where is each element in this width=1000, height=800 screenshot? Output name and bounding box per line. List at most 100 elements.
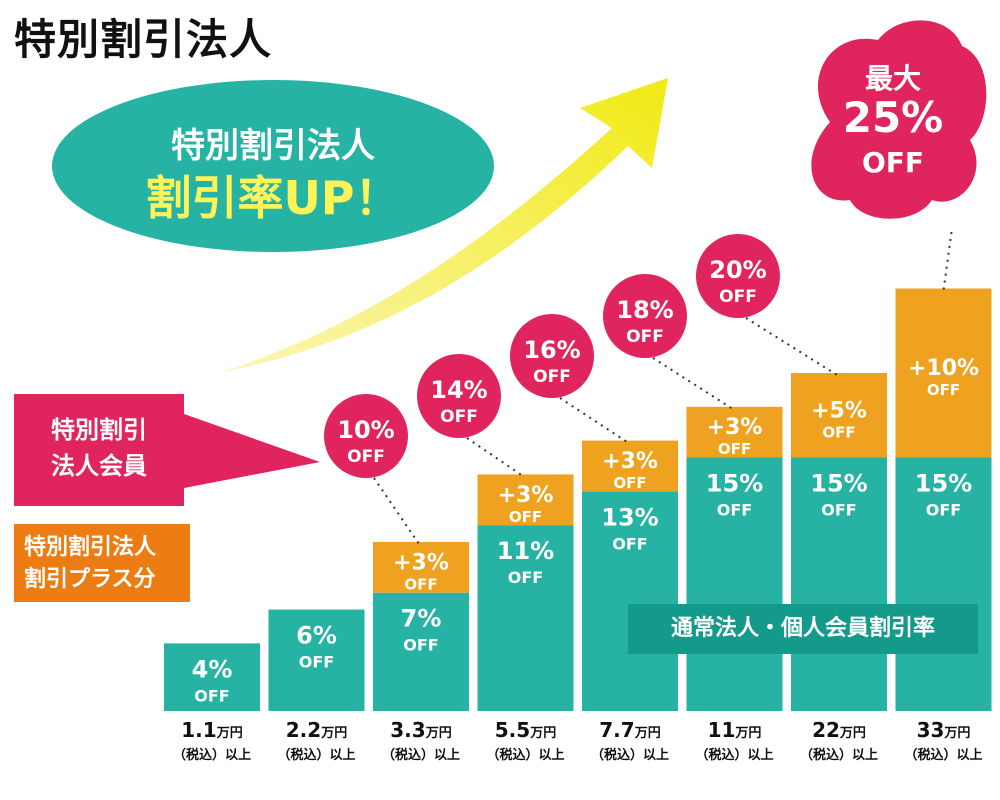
bar-base-5 (686, 457, 783, 711)
price-label-5: 11万円 （税込）以上 (687, 718, 783, 763)
legend-member-line1: 特別割引 (51, 416, 147, 444)
legend-member: 特別割引 法人会員 (14, 394, 184, 506)
bar-plus-off-2: OFF (404, 575, 437, 593)
bar-base-4 (582, 491, 678, 711)
price-unit-6: 万円 (839, 726, 866, 741)
bar-plus-7 (895, 288, 992, 458)
member-total-label-6: 20% (709, 256, 766, 284)
connector-4 (559, 397, 629, 444)
bar-base-6 (791, 457, 887, 711)
price-main-0: 1.1万円 (164, 718, 260, 742)
price-label-4: 7.7万円 （税込）以上 (582, 718, 678, 763)
bar-plus-label-7: +10% (908, 356, 979, 381)
legend-member-line2: 法人会員 (51, 452, 147, 480)
max-discount-cloud (811, 20, 987, 219)
member-total-off-3: OFF (440, 407, 478, 427)
connector-6 (745, 317, 838, 376)
bar-base-label-6: 15% (810, 470, 867, 498)
bar-plus-off-3: OFF (509, 508, 542, 526)
legend-pointer (184, 414, 320, 488)
bar-plus-5 (686, 406, 783, 458)
price-unit-1: 万円 (321, 726, 348, 741)
connector-7 (942, 231, 953, 291)
max-badge-off: OFF (862, 146, 924, 179)
price-main-4: 7.7万円 (582, 718, 678, 742)
bar-base-2 (373, 592, 469, 711)
bar-plus-off-4: OFF (613, 474, 646, 492)
price-label-0: 1.1万円 （税込）以上 (164, 718, 260, 763)
price-main-5: 11万円 (687, 718, 783, 742)
price-value-6: 22 (812, 718, 840, 742)
price-label-1: 2.2万円 （税込）以上 (269, 718, 365, 763)
price-unit-0: 万円 (216, 726, 243, 741)
price-sub-7: （税込）以上 (904, 748, 983, 763)
price-unit-2: 万円 (425, 726, 452, 741)
bar-base-off-6: OFF (821, 501, 856, 520)
bar-plus-6 (791, 373, 887, 458)
bar-base-3 (477, 525, 574, 711)
price-label-3: 5.5万円 （税込）以上 (478, 718, 574, 763)
price-sub-1: （税込）以上 (277, 748, 356, 763)
bar-base-label-1: 6% (296, 622, 337, 650)
member-total-off-5: OFF (626, 327, 664, 347)
member-total-circle-6 (696, 234, 780, 318)
price-value-3: 5.5 (494, 718, 531, 742)
price-value-1: 2.2 (285, 718, 322, 742)
price-sub-2: （税込）以上 (381, 748, 460, 763)
growth-arrow (222, 78, 668, 372)
bar-plus-label-5: +3% (707, 415, 763, 440)
price-label-6: 22万円 （税込）以上 (791, 718, 887, 763)
bar-base-label-0: 4% (192, 655, 233, 683)
max-badge-value: 25% (843, 93, 944, 142)
legend-plus-line1: 特別割引法人 (24, 535, 157, 560)
price-unit-4: 万円 (634, 726, 661, 741)
member-total-circle-2 (324, 394, 408, 478)
bar-base-label-2: 7% (401, 605, 442, 633)
member-total-circle-4 (510, 314, 594, 398)
bar-base-off-0: OFF (194, 686, 229, 705)
price-label-2: 3.3万円 （税込）以上 (373, 718, 469, 763)
bar-plus-label-3: +3% (498, 483, 554, 508)
legend-plus: 特別割引法人 割引プラス分 (14, 524, 190, 602)
max-badge-top: 最大 (865, 62, 921, 95)
member-total-circle-5 (603, 274, 687, 358)
connector-2 (373, 477, 420, 545)
bar-plus-off-5: OFF (718, 440, 751, 458)
member-total-label-3: 14% (430, 376, 487, 404)
bar-base-label-5: 15% (706, 470, 763, 498)
bar-plus-label-4: +3% (602, 449, 658, 474)
bar-base-label-7: 15% (915, 470, 972, 498)
member-total-label-2: 10% (337, 416, 394, 444)
bar-base-0 (164, 643, 260, 711)
bar-plus-off-7: OFF (927, 381, 960, 399)
member-total-off-6: OFF (719, 287, 757, 307)
bar-base-off-2: OFF (403, 636, 438, 655)
price-sub-6: （税込）以上 (799, 748, 878, 763)
price-sub-5: （税込）以上 (695, 748, 774, 763)
page-title: 特別割引法人 (14, 15, 273, 64)
price-unit-7: 万円 (944, 726, 971, 741)
bar-base-off-1: OFF (299, 653, 334, 672)
bar-base-off-4: OFF (612, 534, 647, 553)
price-main-1: 2.2万円 (269, 718, 365, 742)
bar-base-1 (268, 609, 365, 711)
connector-3 (466, 437, 525, 478)
bar-plus-2 (373, 542, 469, 593)
member-total-off-4: OFF (533, 367, 571, 387)
bar-base-off-7: OFF (926, 501, 961, 520)
price-main-7: 33万円 (896, 718, 992, 742)
price-unit-3: 万円 (530, 726, 557, 741)
price-value-5: 11 (707, 718, 736, 742)
price-value-0: 1.1 (181, 718, 217, 742)
bar-base-off-3: OFF (508, 568, 543, 587)
bar-base-7 (895, 457, 992, 711)
banner-line1: 特別割引法人 (171, 126, 375, 166)
price-sub-0: （税込）以上 (172, 748, 251, 763)
member-total-off-2: OFF (347, 447, 385, 467)
price-main-2: 3.3万円 (373, 718, 469, 742)
price-value-7: 33 (916, 718, 945, 742)
price-main-3: 5.5万円 (478, 718, 574, 742)
bar-plus-label-2: +3% (393, 550, 449, 575)
bar-plus-off-6: OFF (822, 423, 855, 441)
price-value-4: 7.7 (599, 718, 635, 742)
